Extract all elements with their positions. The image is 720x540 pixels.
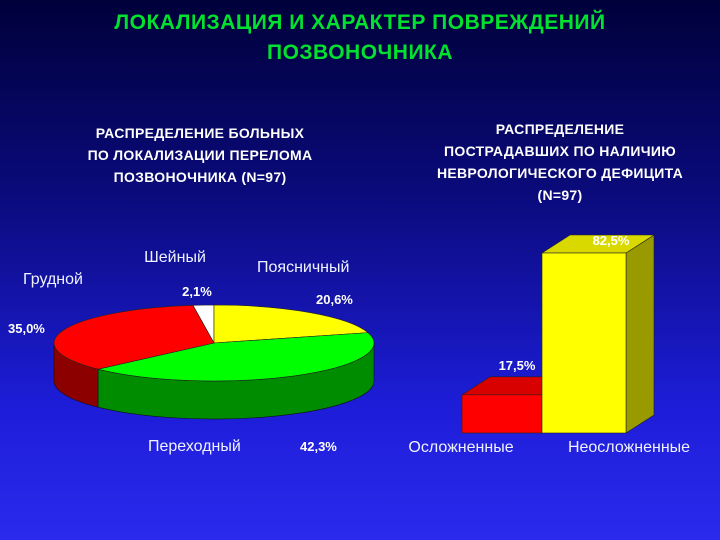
pie-subtitle-line: ПОЗВОНОЧНИКА (N=97) [113, 169, 287, 185]
bar-value-0: 17,5% [499, 358, 536, 373]
bar-subtitle-line: (N=97) [537, 187, 583, 203]
pie-chart: Шейный 2,1% Поясничный 20,6% Переходный 42,3%… [8, 249, 375, 455]
pie-label-3: Грудной [23, 271, 83, 288]
bar-chart: 17,5% Осложненные 82,5% Неосложненные [408, 233, 690, 456]
pie-slice-2 [97, 332, 375, 382]
bar-1 [541, 252, 627, 434]
pie-label-0: Шейный [144, 249, 206, 266]
bar-subtitle-line: РАСПРЕДЕЛЕНИЕ [495, 121, 625, 137]
pie-value-3: 35,0% [8, 321, 45, 336]
pie-label-1: Поясничный [257, 259, 349, 276]
pie-subtitle-line: РАСПРЕДЕЛЕНИЕ БОЛЬНЫХ [95, 125, 305, 141]
pie-slice-3 [53, 305, 215, 370]
pie-value-1: 20,6% [316, 292, 353, 307]
pie-label-2: Переходный [148, 438, 241, 455]
title-line-1: ЛОКАЛИЗАЦИЯ И ХАРАКТЕР ПОВРЕЖДЕНИЙ [114, 11, 606, 34]
bar-side-1 [625, 234, 655, 434]
bar-category-1: Неосложненные [568, 439, 690, 456]
bar-chart-subtitle: РАСПРЕДЕЛЕНИЕ ПОСТРАДАВШИХ ПО НАЛИЧИЮ НЕ… [400, 118, 720, 206]
title-line-2: ПОЗВОНОЧНИКА [266, 41, 454, 64]
bar-subtitle-line: НЕВРОЛОГИЧЕСКОГО ДЕФИЦИТА [436, 165, 684, 181]
bar-category-0: Осложненные [408, 439, 513, 456]
bar-0 [461, 394, 543, 434]
page-title: ЛОКАЛИЗАЦИЯ И ХАРАКТЕР ПОВРЕЖДЕНИЙ ПОЗВО… [0, 8, 720, 68]
pie-slice-1 [213, 304, 369, 344]
pie-value-2: 42,3% [300, 439, 337, 454]
bar-subtitle-line: ПОСТРАДАВШИХ ПО НАЛИЧИЮ [444, 143, 676, 159]
bar-value-1: 82,5% [593, 233, 630, 248]
pie-subtitle-line: ПО ЛОКАЛИЗАЦИИ ПЕРЕЛОМА [87, 147, 313, 163]
pie-chart-subtitle: РАСПРЕДЕЛЕНИЕ БОЛЬНЫХ ПО ЛОКАЛИЗАЦИИ ПЕР… [50, 122, 350, 188]
pie-value-0: 2,1% [182, 284, 212, 299]
